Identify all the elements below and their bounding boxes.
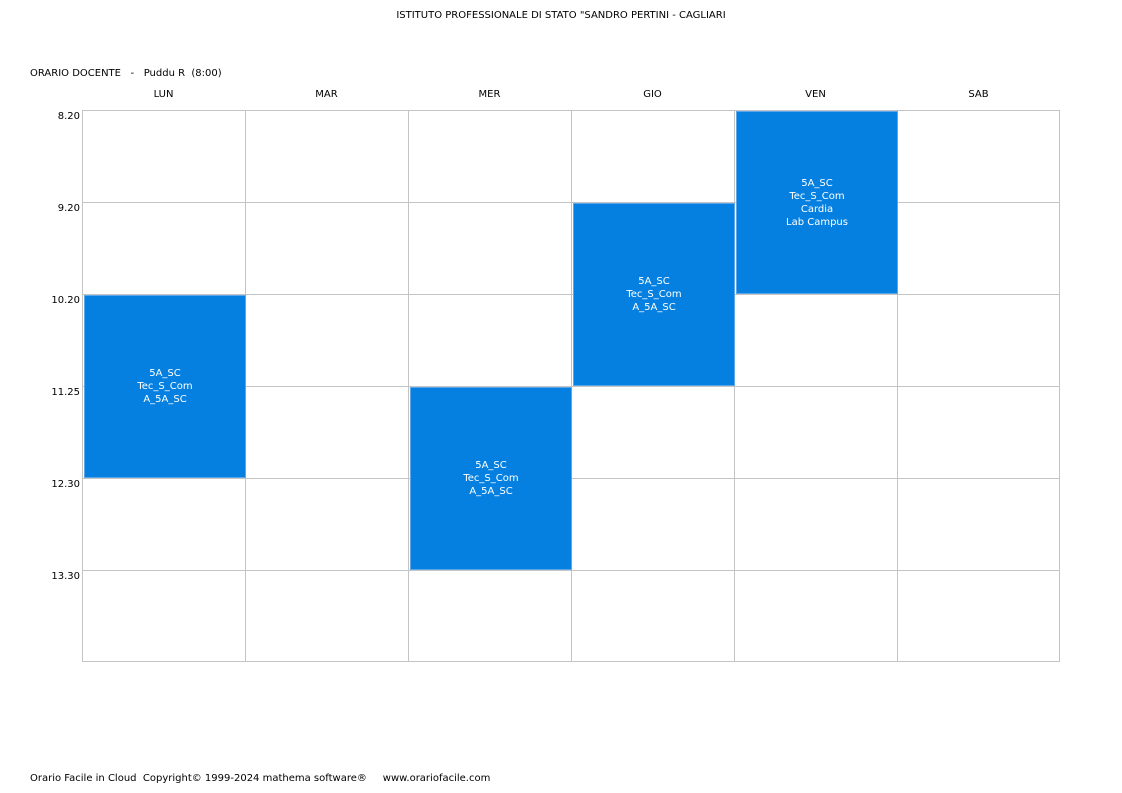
day-header-mar: MAR [315, 89, 338, 100]
time-label-5: 12.30 [51, 479, 80, 490]
lesson-line: 5A_SC [638, 276, 670, 287]
school-title: ISTITUTO PROFESSIONALE DI STATO "SANDRO … [396, 10, 726, 21]
day-header-mer: MER [478, 89, 501, 100]
lesson-line: 5A_SC [801, 177, 833, 189]
teacher-name: Puddu R [143, 68, 186, 79]
lesson-line: 5A_SC [475, 460, 507, 471]
teacher-heading: ORARIO DOCENTE - Puddu R (8:00) [30, 68, 222, 79]
timetable-label: ORARIO DOCENTE [30, 68, 121, 79]
footer-website-link[interactable]: www.orariofacile.com [382, 773, 491, 784]
separator: - [130, 68, 135, 79]
lesson-block-ven[interactable]: 5A_SC Tec_S_Com Cardia Lab Campus [736, 111, 898, 294]
grid-row-divider [83, 202, 1059, 203]
lesson-line: A_5A_SC [469, 486, 513, 497]
lesson-line: Lab Campus [786, 216, 848, 228]
footer-copyright: Copyright© 1999-2024 mathema software® [142, 773, 367, 784]
grid-row-divider [83, 294, 1059, 295]
lesson-line: Tec_S_Com [789, 190, 845, 202]
time-label-2: 9.20 [57, 203, 80, 214]
time-label-6: 13.30 [51, 571, 80, 582]
day-header-gio: GIO [643, 89, 662, 100]
timetable-grid: 5A_SC Tec_S_Com A_5A_SC 5A_SC Tec_S_Com A_5A_… [82, 110, 1060, 662]
time-label-4: 11.25 [51, 387, 80, 398]
lesson-line: Tec_S_Com [626, 289, 682, 300]
time-label-1: 8.20 [57, 111, 80, 122]
lesson-line: Cardia [800, 203, 834, 215]
day-header-sab: SAB [968, 89, 989, 100]
time-label-3: 10.20 [51, 295, 80, 306]
grid-row-divider [83, 386, 1059, 387]
lesson-line: 5A_SC [149, 368, 181, 379]
lesson-block-lun[interactable]: 5A_SC Tec_S_Com A_5A_SC [84, 295, 246, 478]
day-header-lun: LUN [153, 89, 174, 100]
lesson-line: Tec_S_Com [137, 381, 193, 392]
footer-app-name: Orario Facile in Cloud [30, 773, 137, 784]
day-header-ven: VEN [805, 89, 826, 100]
lesson-line: A_5A_SC [143, 394, 187, 405]
footer: Orario Facile in Cloud Copyright© 1999-2… [30, 773, 490, 784]
grid-row-divider [83, 570, 1059, 571]
teacher-hours: (8:00) [191, 68, 222, 79]
lesson-line: A_5A_SC [632, 302, 676, 313]
lesson-block-gio[interactable]: 5A_SC Tec_S_Com A_5A_SC [573, 203, 735, 386]
lesson-line: Tec_S_Com [463, 473, 519, 484]
lesson-block-mer[interactable]: 5A_SC Tec_S_Com A_5A_SC [410, 387, 572, 570]
